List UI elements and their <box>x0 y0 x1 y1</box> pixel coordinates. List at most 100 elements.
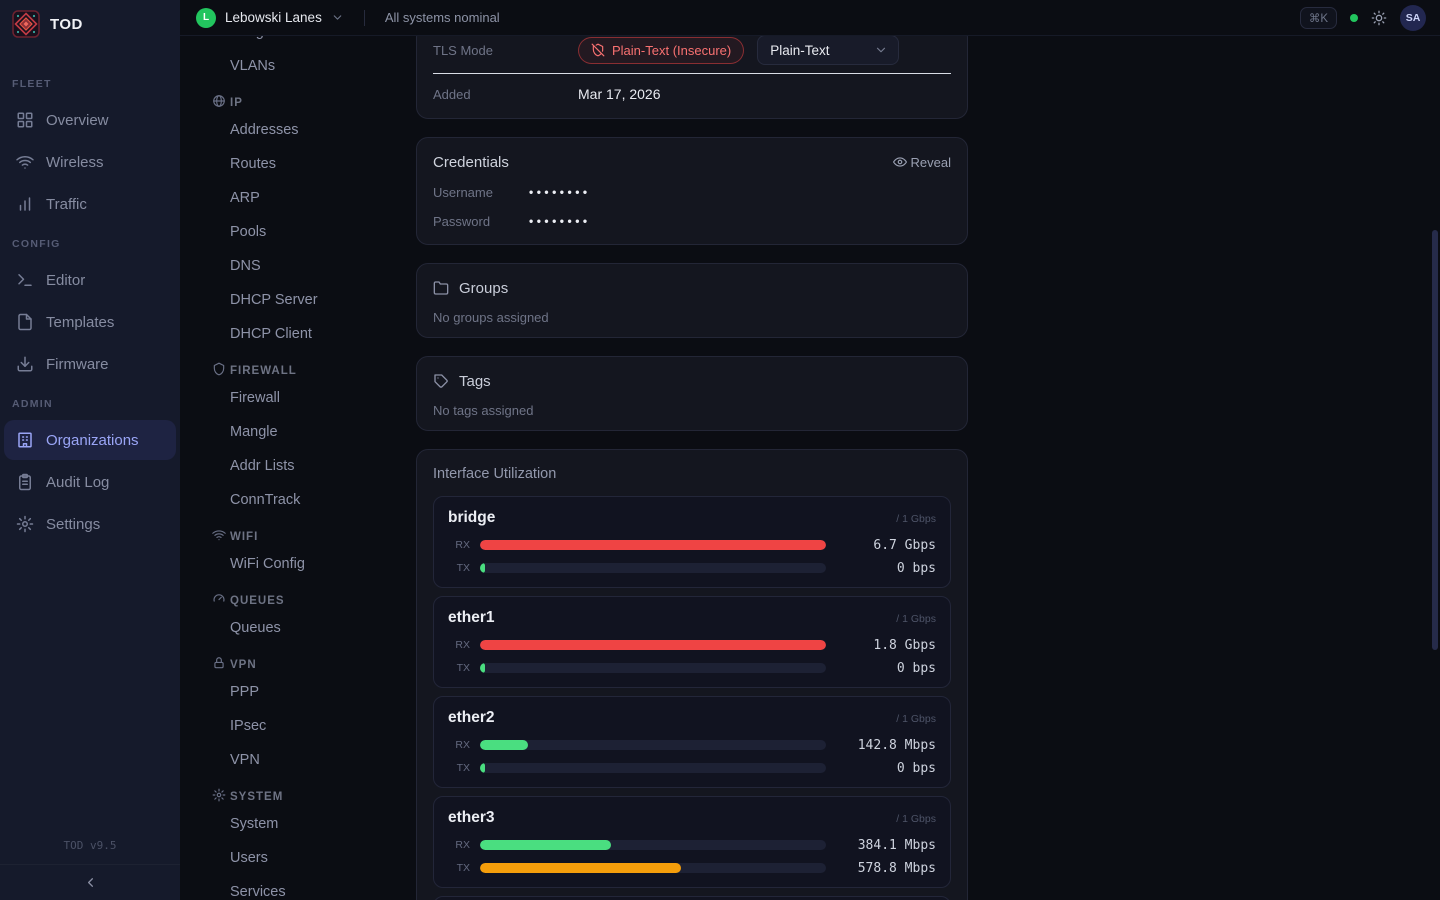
sidebar-item-audit-log[interactable]: Audit Log <box>4 462 176 502</box>
subnav-item-label: DHCP Server <box>230 292 318 308</box>
rx-utilization-fill <box>480 740 529 750</box>
interface-card-ether1: ether1 / 1 Gbps RX 1.8 Gbps TX 0 bps <box>433 596 951 688</box>
subnav-item-system[interactable]: System <box>180 807 416 841</box>
wifi-icon <box>212 530 226 541</box>
building-icon <box>18 432 32 448</box>
sidebar-item-editor[interactable]: Editor <box>4 260 176 300</box>
topbar: L Lebowski Lanes All systems nominal ⌘K … <box>180 0 1440 36</box>
subnav-item-label: DHCP Client <box>230 326 312 342</box>
sidebar-item-traffic[interactable]: Traffic <box>4 184 176 224</box>
org-avatar: L <box>196 7 216 28</box>
tx-label: TX <box>456 562 470 574</box>
app-version: TOD v9.5 <box>63 839 117 852</box>
rx-value: 6.7 Gbps <box>873 537 936 553</box>
sidebar-item-overview[interactable]: Overview <box>4 100 176 140</box>
sidebar-item-templates[interactable]: Templates <box>4 302 176 342</box>
rx-label: RX <box>455 539 470 551</box>
username-masked-value: •••••••• <box>529 185 591 199</box>
rx-utilization-fill <box>480 840 612 850</box>
sidebar-nav: FLEET Overview Wireless Traffic CONFIG Editor… <box>0 48 180 831</box>
bar-chart-icon <box>19 197 31 211</box>
subnav-item-label: VPN <box>230 752 260 768</box>
subnav-item-users[interactable]: Users <box>180 841 416 875</box>
app-name: TOD <box>50 15 83 33</box>
user-avatar[interactable]: SA <box>1400 4 1426 31</box>
subnav-item-addr-lists[interactable]: Addr Lists <box>180 449 416 483</box>
subnav-item-firewall[interactable]: Firewall <box>180 381 416 415</box>
interface-name: ether2 <box>448 709 495 726</box>
sidebar-item-label: Overview <box>46 111 109 129</box>
subnav-item-services[interactable]: Services <box>180 875 416 900</box>
interface-card-ether4: ether4/ 1 Gbps <box>433 896 951 900</box>
subnav-header-ip: IP <box>180 83 416 113</box>
subnav-item-vlans[interactable]: VLANs <box>180 49 416 83</box>
subnav-item-label: Bridge Ports <box>230 36 310 40</box>
command-palette-button[interactable]: ⌘K <box>1299 6 1337 29</box>
tx-value: 0 bps <box>896 760 936 776</box>
rx-utilization-bar <box>480 740 826 750</box>
subnav-item-mangle[interactable]: Mangle <box>180 415 416 449</box>
subnav-item-routes[interactable]: Routes <box>180 147 416 181</box>
subnav-item-pools[interactable]: Pools <box>180 215 416 249</box>
subnav-header-label: SYSTEM <box>230 791 284 803</box>
subnav-item-queues[interactable]: Queues <box>180 611 416 645</box>
shield-icon <box>213 362 225 376</box>
rx-utilization-fill <box>480 640 826 650</box>
subnav-item-label: Firewall <box>230 390 280 406</box>
sidebar-item-organizations[interactable]: Organizations <box>4 420 176 460</box>
sun-icon[interactable] <box>1371 10 1387 26</box>
credentials-title: Credentials <box>433 153 509 171</box>
subnav-item-label: Routes <box>230 156 276 172</box>
interface-card-ether2: ether2 / 1 Gbps RX 142.8 Mbps TX 0 bps <box>433 696 951 788</box>
sidebar-item-label: Firmware <box>46 355 109 373</box>
tx-utilization-bar <box>480 663 826 673</box>
subnav-item-ppp[interactable]: PPP <box>180 675 416 709</box>
org-switcher[interactable]: L Lebowski Lanes <box>196 7 344 28</box>
subnav-item-ipsec[interactable]: IPsec <box>180 709 416 743</box>
chevron-down-icon <box>877 47 886 53</box>
grid-icon <box>17 112 33 128</box>
subnav-item-dhcp-client[interactable]: DHCP Client <box>180 317 416 351</box>
subnav-header-system: SYSTEM <box>180 777 416 807</box>
tx-value: 578.8 Mbps <box>857 860 936 876</box>
subnav-item-dhcp-server[interactable]: DHCP Server <box>180 283 416 317</box>
subnav-item-wifi-config[interactable]: WiFi Config <box>180 547 416 581</box>
reveal-credentials-button[interactable]: Reveal <box>892 155 951 170</box>
subnav-item-bridge-ports[interactable]: Bridge Ports <box>180 36 416 49</box>
subnav-item-label: WiFi Config <box>230 556 305 572</box>
subnav-header-queues: QUEUES <box>180 581 416 611</box>
wifi-icon <box>16 156 34 169</box>
tls-badge-text: Plain-Text (Insecure) <box>612 42 732 58</box>
rx-value: 1.8 Gbps <box>873 637 936 653</box>
subnav-item-label: ConnTrack <box>230 492 301 508</box>
interface-capacity-label: / 1 Gbps <box>896 613 936 625</box>
sidebar-item-wireless[interactable]: Wireless <box>4 142 176 182</box>
subnav-item-conntrack[interactable]: ConnTrack <box>180 483 416 517</box>
password-masked-value: •••••••• <box>529 214 591 228</box>
shield-off-icon <box>591 43 605 57</box>
app-logo-icon <box>12 10 40 38</box>
subnav-item-label: Users <box>230 850 268 866</box>
row-divider <box>433 73 951 74</box>
tls-insecure-badge: Plain-Text (Insecure) <box>578 36 745 64</box>
subnav-item-vpn[interactable]: VPN <box>180 743 416 777</box>
rx-utilization-fill <box>480 540 826 550</box>
sidebar-item-settings[interactable]: Settings <box>4 504 176 544</box>
tls-mode-select[interactable]: Plain-Text <box>757 36 900 65</box>
rx-utilization-bar <box>480 840 826 850</box>
subnav-item-dns[interactable]: DNS <box>180 249 416 283</box>
tag-icon <box>434 374 448 388</box>
health-status-dot <box>1350 13 1358 22</box>
interface-capacity-label: / 1 Gbps <box>896 813 936 825</box>
sidebar-collapse-button[interactable] <box>0 864 180 900</box>
sidebar-item-label: Traffic <box>46 195 87 213</box>
folder-icon <box>433 281 449 295</box>
subnav-item-arp[interactable]: ARP <box>180 181 416 215</box>
sidebar-item-firmware[interactable]: Firmware <box>4 344 176 384</box>
subnav-item-addresses[interactable]: Addresses <box>180 113 416 147</box>
interface-utilization-title: Interface Utilization <box>433 466 557 482</box>
scrollbar-thumb[interactable] <box>1432 230 1438 650</box>
topbar-divider <box>363 9 365 26</box>
chevron-down-icon <box>333 15 342 20</box>
subnav-header-label: VPN <box>230 659 257 671</box>
